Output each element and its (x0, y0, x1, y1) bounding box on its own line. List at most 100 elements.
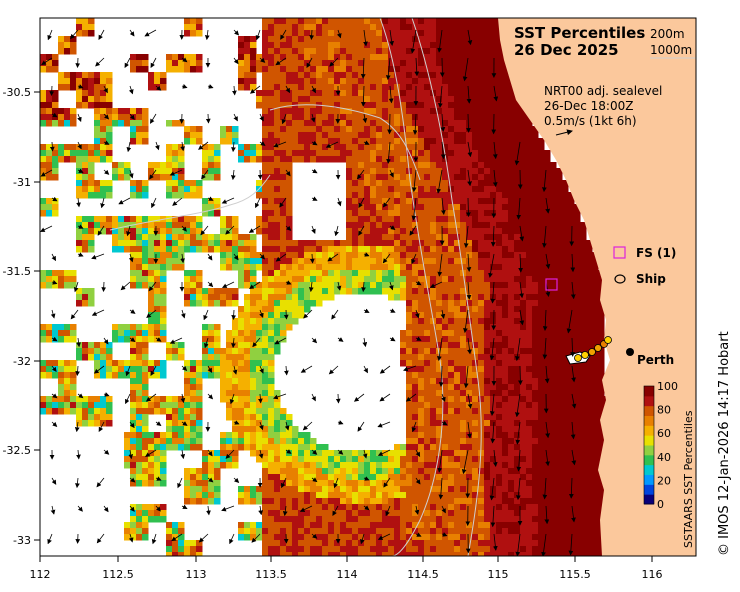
sst-cell (64, 390, 71, 397)
sst-cell (334, 132, 341, 139)
sst-cell (388, 288, 395, 295)
sst-cell (274, 162, 281, 169)
sst-cell (76, 186, 83, 193)
sst-cell (460, 396, 467, 403)
sst-cell (40, 168, 47, 175)
sst-cell (250, 306, 257, 313)
sst-cell (394, 480, 401, 487)
sst-cell (352, 90, 359, 97)
sst-cell (352, 270, 359, 277)
sst-cell (460, 432, 467, 439)
sst-cell (568, 210, 575, 217)
sst-cell (322, 468, 329, 475)
sst-cell (376, 474, 383, 481)
sst-cell (220, 444, 227, 451)
sst-cell (160, 72, 167, 79)
sst-cell (334, 150, 341, 157)
sst-cell (364, 60, 371, 67)
sst-cell (424, 288, 431, 295)
sst-cell (142, 444, 149, 451)
sst-cell (316, 498, 323, 505)
sst-cell (118, 330, 125, 337)
sst-cell (454, 222, 461, 229)
sst-cell (430, 54, 437, 61)
sst-cell (424, 234, 431, 241)
sst-cell (556, 444, 563, 451)
sst-cell (64, 84, 71, 91)
sst-cell (94, 126, 101, 133)
sst-cell (388, 486, 395, 493)
sst-cell (280, 432, 287, 439)
sst-cell (358, 210, 365, 217)
sst-cell (586, 408, 593, 415)
sst-cell (406, 348, 413, 355)
sst-cell (292, 438, 299, 445)
sst-cell (484, 372, 491, 379)
sst-cell (454, 108, 461, 115)
sst-cell (184, 396, 191, 403)
sst-cell (322, 288, 329, 295)
sst-cell (124, 324, 131, 331)
sst-cell (58, 384, 65, 391)
sst-cell (430, 366, 437, 373)
sst-cell (412, 192, 419, 199)
sst-cell (136, 348, 143, 355)
sst-cell (472, 90, 479, 97)
sst-cell (40, 156, 47, 163)
sst-cell (562, 276, 569, 283)
sst-cell (136, 480, 143, 487)
sst-cell (370, 198, 377, 205)
sst-cell (292, 276, 299, 283)
sst-cell (412, 288, 419, 295)
sst-cell (328, 276, 335, 283)
sst-cell (286, 156, 293, 163)
sst-cell (526, 288, 533, 295)
sst-cell (562, 222, 569, 229)
sst-cell (172, 228, 179, 235)
sst-cell (286, 216, 293, 223)
sst-cell (430, 258, 437, 265)
sst-cell (274, 486, 281, 493)
sst-cell (472, 108, 479, 115)
sst-cell (322, 276, 329, 283)
sst-cell (496, 192, 503, 199)
sst-cell (370, 72, 377, 79)
sst-cell (178, 234, 185, 241)
sst-cell (550, 252, 557, 259)
sst-cell (484, 138, 491, 145)
sst-cell (430, 48, 437, 55)
sst-cell (406, 408, 413, 415)
sst-cell (382, 216, 389, 223)
sst-cell (214, 198, 221, 205)
sst-cell (358, 84, 365, 91)
sst-cell (250, 492, 257, 499)
sst-cell (370, 150, 377, 157)
sst-cell (502, 144, 509, 151)
sst-cell (232, 408, 239, 415)
sst-cell (202, 168, 209, 175)
sst-cell (418, 300, 425, 307)
sst-cell (76, 162, 83, 169)
sst-cell (340, 48, 347, 55)
sst-cell (76, 78, 83, 85)
sst-cell (454, 498, 461, 505)
sst-cell (142, 120, 149, 127)
sst-cell (322, 42, 329, 49)
sst-cell (190, 372, 197, 379)
sst-cell (166, 348, 173, 355)
sst-cell (250, 60, 257, 67)
sst-cell (316, 48, 323, 55)
sst-cell (136, 468, 143, 475)
sst-cell (484, 36, 491, 43)
sst-cell (178, 150, 185, 157)
sst-cell (154, 294, 161, 301)
sst-cell (460, 252, 467, 259)
sst-cell (130, 120, 137, 127)
sst-cell (40, 174, 47, 181)
sst-cell (400, 444, 407, 451)
sst-cell (70, 156, 77, 163)
sst-cell (322, 24, 329, 31)
sst-cell (262, 180, 269, 187)
sst-cell (406, 438, 413, 445)
sst-cell (334, 498, 341, 505)
